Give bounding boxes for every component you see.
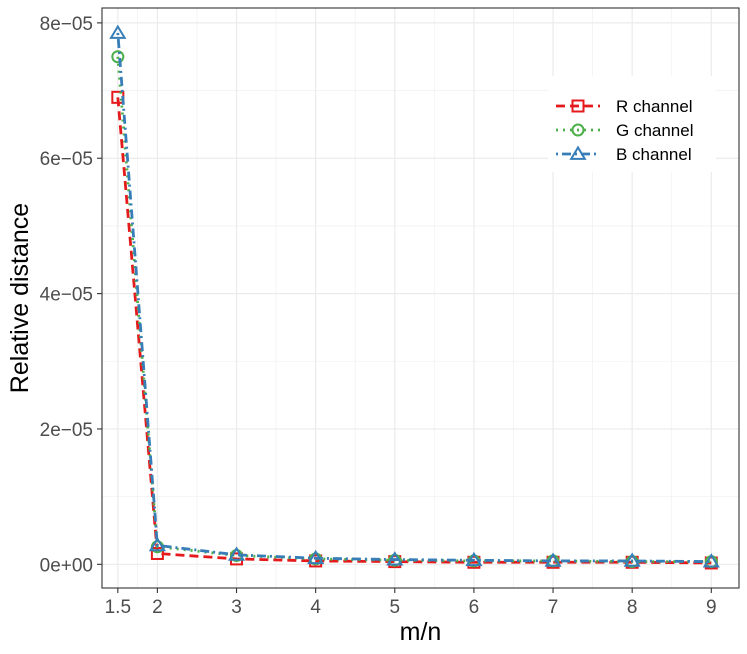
- data-point: [109, 24, 127, 39]
- x-tick-label: 6: [469, 597, 480, 618]
- y-axis-ticks: 0e+00 2e−05 4e−05 6e−05 8e−05: [40, 14, 102, 576]
- x-tick-label: 5: [389, 597, 400, 618]
- data-point: [148, 536, 166, 552]
- x-axis-title: m/n: [400, 618, 442, 646]
- x-tick-label: 7: [548, 597, 559, 618]
- legend-label: R channel: [616, 97, 693, 116]
- legend-item: R channel: [556, 97, 693, 116]
- legend-label: B channel: [616, 145, 692, 164]
- legend-key-marker: [569, 145, 587, 160]
- series-line: [116, 97, 712, 565]
- legend: R channel G channel B channel: [548, 76, 716, 172]
- x-tick-label: 8: [627, 597, 638, 618]
- series-layer: [109, 24, 720, 570]
- x-tick-label: 3: [231, 597, 242, 618]
- y-tick-label: 8e−05: [40, 14, 93, 35]
- x-axis-ticks: 1.5 2 3 4 5 6 7 8 9: [105, 588, 717, 618]
- y-tick-label: 0e+00: [40, 555, 93, 576]
- series-3: [109, 24, 720, 568]
- data-point: [307, 549, 325, 565]
- legend-key-marker: [571, 99, 585, 113]
- data-point: [386, 551, 404, 566]
- y-axis-title: Relative distance: [6, 203, 34, 393]
- y-tick-label: 2e−05: [40, 420, 93, 441]
- legend-key-marker: [571, 123, 585, 137]
- data-point: [465, 551, 483, 567]
- data-point: [111, 50, 125, 64]
- data-point: [227, 546, 246, 561]
- x-tick-label: 9: [706, 597, 717, 618]
- data-point: [544, 552, 562, 567]
- y-tick-label: 6e−05: [40, 149, 93, 170]
- x-tick-label: 2: [152, 597, 163, 618]
- legend-item: B channel: [556, 145, 692, 164]
- legend-label: G channel: [616, 121, 694, 140]
- data-point: [702, 553, 720, 568]
- x-tick-label: 1.5: [105, 597, 131, 618]
- series-line: [116, 32, 712, 564]
- panel-border: [101, 7, 740, 589]
- y-tick-label: 4e−05: [40, 285, 93, 306]
- major-grid: [102, 8, 739, 588]
- legend-item: G channel: [556, 121, 694, 140]
- data-point: [623, 552, 641, 567]
- x-tick-label: 4: [310, 597, 321, 618]
